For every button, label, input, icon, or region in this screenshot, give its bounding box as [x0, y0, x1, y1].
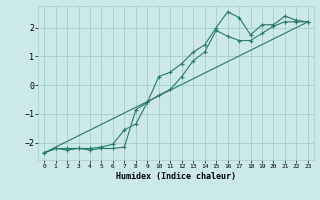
X-axis label: Humidex (Indice chaleur): Humidex (Indice chaleur) [116, 172, 236, 181]
